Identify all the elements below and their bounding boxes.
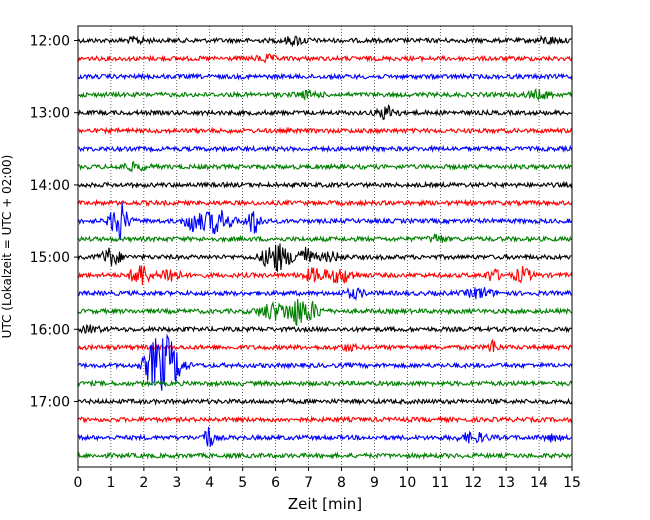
x-tick-label: 2 (139, 475, 148, 491)
seismogram-trace (77, 160, 573, 173)
x-tick-label: 11 (431, 475, 449, 491)
x-tick-label: 1 (106, 475, 115, 491)
y-tick-label: 12:00 (30, 34, 70, 50)
seismogram-trace (77, 451, 573, 460)
seismogram-trace (77, 243, 573, 273)
y-tick-label: 17:00 (30, 395, 70, 411)
seismogram-trace (77, 126, 573, 135)
seismogram-trace (77, 379, 573, 388)
y-tick-label: 15:00 (30, 250, 70, 266)
x-tick-label: 13 (497, 475, 515, 491)
y-tick-label: 16:00 (30, 322, 70, 338)
seismogram-trace (77, 34, 573, 48)
y-axis-label: UTC (Lokalzeit = UTC + 02:00) (0, 155, 14, 339)
seismogram-trace (77, 298, 573, 327)
x-tick-label: 7 (304, 475, 313, 491)
seismogram-trace (77, 53, 573, 64)
seismogram-trace (77, 339, 573, 353)
seismogram-trace (77, 323, 573, 335)
seismogram-trace (77, 201, 573, 241)
seismogram-trace (77, 180, 573, 190)
y-tick-label: 14:00 (30, 178, 70, 194)
seismogram-trace (77, 397, 573, 406)
x-tick-label: 3 (172, 475, 181, 491)
x-tick-label: 12 (464, 475, 482, 491)
seismogram-trace (77, 72, 573, 81)
seismogram-trace (77, 198, 573, 208)
x-tick-label: 4 (205, 475, 214, 491)
x-tick-label: 0 (74, 475, 83, 491)
seismogram-trace (77, 415, 573, 424)
seismogram-trace (77, 87, 573, 102)
x-axis-label: Zeit [min] (288, 495, 362, 513)
seismogram-trace (77, 232, 573, 244)
x-tick-label: 15 (563, 475, 581, 491)
x-tick-label: 10 (398, 475, 416, 491)
y-tick-label: 13:00 (30, 106, 70, 122)
seismogram-trace (77, 287, 573, 301)
seismogram-trace (77, 265, 573, 286)
seismogram-trace (77, 104, 573, 121)
x-tick-label: 14 (530, 475, 548, 491)
seismogram-trace (77, 426, 573, 447)
x-tick-label: 5 (238, 475, 247, 491)
trace-group (77, 34, 573, 460)
x-axis: 0 1 2 3 4 5 6 7 8 9 10 11 12 13 14 15 (74, 467, 581, 491)
plot-frame (77, 25, 573, 468)
seismogram-trace (77, 144, 573, 153)
x-tick-label: 9 (370, 475, 379, 491)
seismogram-trace (77, 333, 573, 391)
x-tick-label: 6 (271, 475, 280, 491)
y-axis: 12:00 13:00 14:00 15:00 16:00 17:00 (30, 34, 78, 411)
x-tick-label: 8 (337, 475, 346, 491)
